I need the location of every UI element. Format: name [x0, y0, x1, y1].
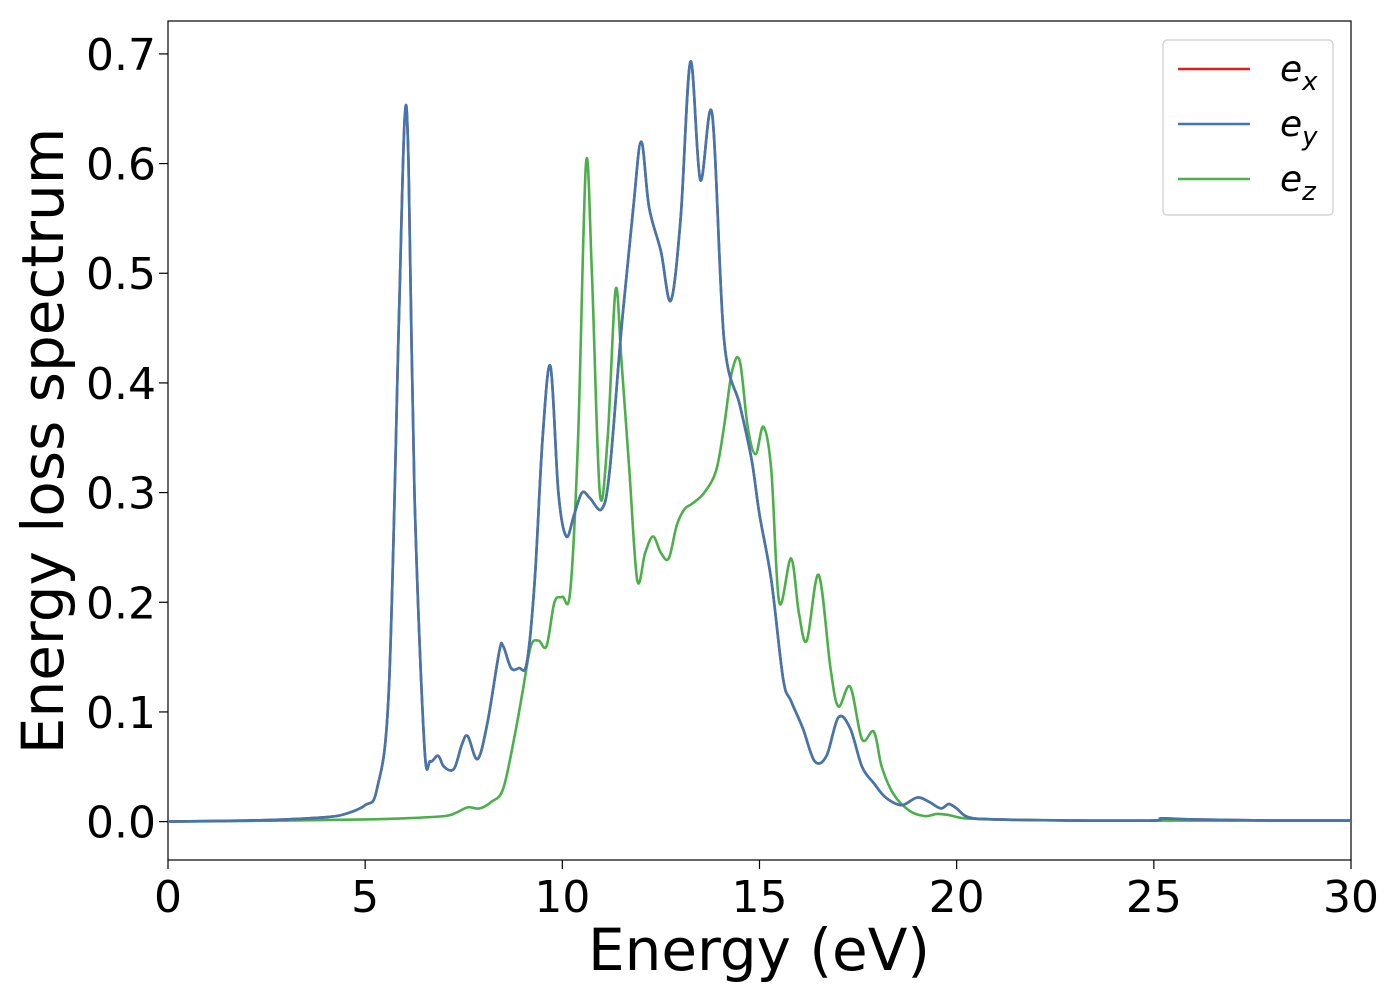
y-tick-label: 0.6: [86, 140, 156, 191]
y-tick-label: 0.2: [86, 578, 156, 629]
x-tick-label: 30: [1323, 872, 1379, 923]
x-tick-label: 20: [929, 872, 985, 923]
x-tick-label: 25: [1126, 872, 1182, 923]
legend: ex ey ez: [1162, 39, 1334, 216]
y-tick-label: 0.0: [86, 798, 156, 849]
series-line-ey: [167, 60, 1352, 823]
series-layer: [167, 60, 1352, 823]
y-tick-label: 0.1: [86, 688, 156, 739]
axes-layer: 0 5 10 15 20 25 30 0.0 0.1 0.2 0.3 0.4 0.5 0.6 0.7: [86, 30, 1379, 923]
series-line-ez: [167, 156, 1351, 823]
y-tick-label: 0.5: [86, 249, 156, 300]
x-tick-label: 15: [732, 872, 788, 923]
y-tick-label: 0.3: [86, 469, 156, 520]
legend-label-ex: ex: [1280, 49, 1318, 97]
x-tick-label: 0: [154, 872, 182, 923]
legend-label-ez: ez: [1280, 159, 1317, 207]
x-tick-label: 10: [534, 872, 590, 923]
y-axis-title: Energy loss spectrum: [9, 128, 77, 754]
x-tick-label: 5: [351, 872, 379, 923]
legend-box: [1162, 39, 1334, 216]
y-tick-label: 0.4: [86, 359, 156, 410]
legend-label-ey: ey: [1280, 104, 1318, 152]
y-tick-label: 0.7: [86, 30, 156, 81]
x-axis-title: Energy (eV): [588, 916, 930, 984]
